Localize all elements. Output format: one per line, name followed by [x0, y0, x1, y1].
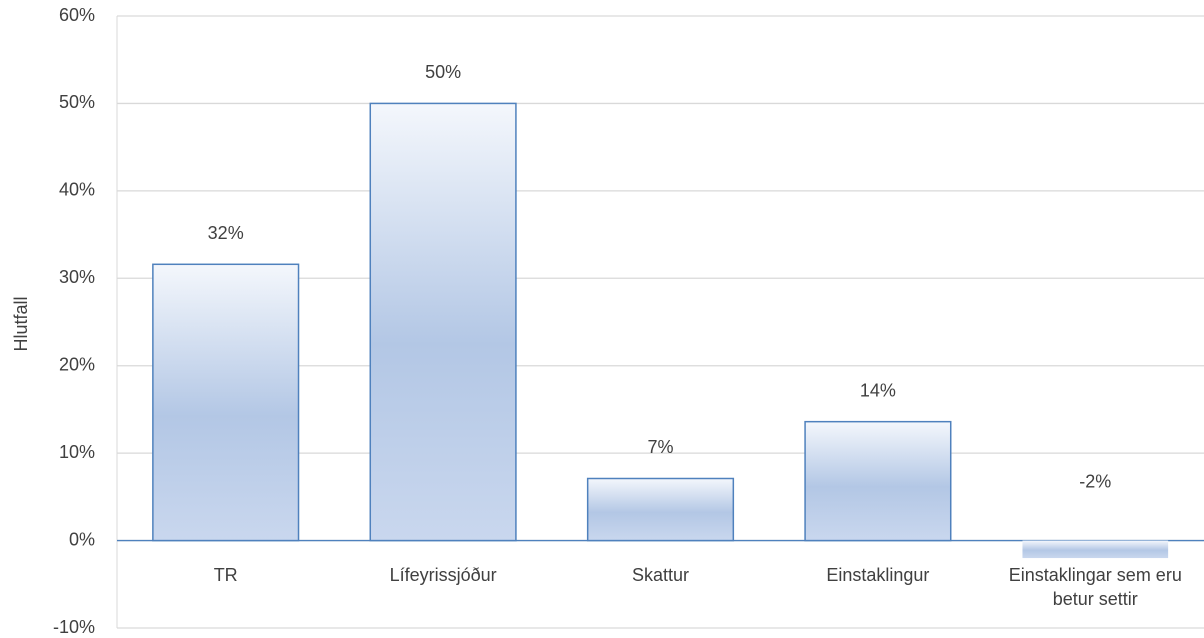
bar [369, 102, 517, 542]
bar [586, 477, 735, 542]
y-tick-label: 30% [59, 267, 95, 287]
bar [152, 263, 300, 542]
data-label: 32% [208, 223, 244, 243]
x-tick-label: Einstaklingar sem eru betur settir [1008, 564, 1182, 609]
y-tick-label: 20% [59, 354, 95, 374]
x-tick-label: Skattur [631, 564, 689, 585]
y-tick-label: -10% [53, 617, 95, 637]
x-tick-label: Lífeyrissjóður [389, 564, 497, 585]
data-label: -2% [1079, 471, 1111, 491]
data-label: 14% [860, 380, 896, 400]
y-tick-label: 40% [59, 180, 95, 200]
y-tick-label: 50% [59, 92, 95, 112]
bar [1022, 540, 1169, 559]
y-axis-title: Hlutfall [11, 296, 31, 351]
x-tick-label: TR [213, 564, 238, 585]
y-tick-label: 10% [59, 442, 95, 462]
y-tick-label: 60% [59, 5, 95, 25]
x-tick-label: Einstaklingur [826, 564, 930, 585]
data-label: 7% [647, 437, 673, 457]
data-label: 50% [425, 62, 461, 82]
bar [804, 420, 952, 542]
y-tick-label: 0% [69, 529, 95, 549]
